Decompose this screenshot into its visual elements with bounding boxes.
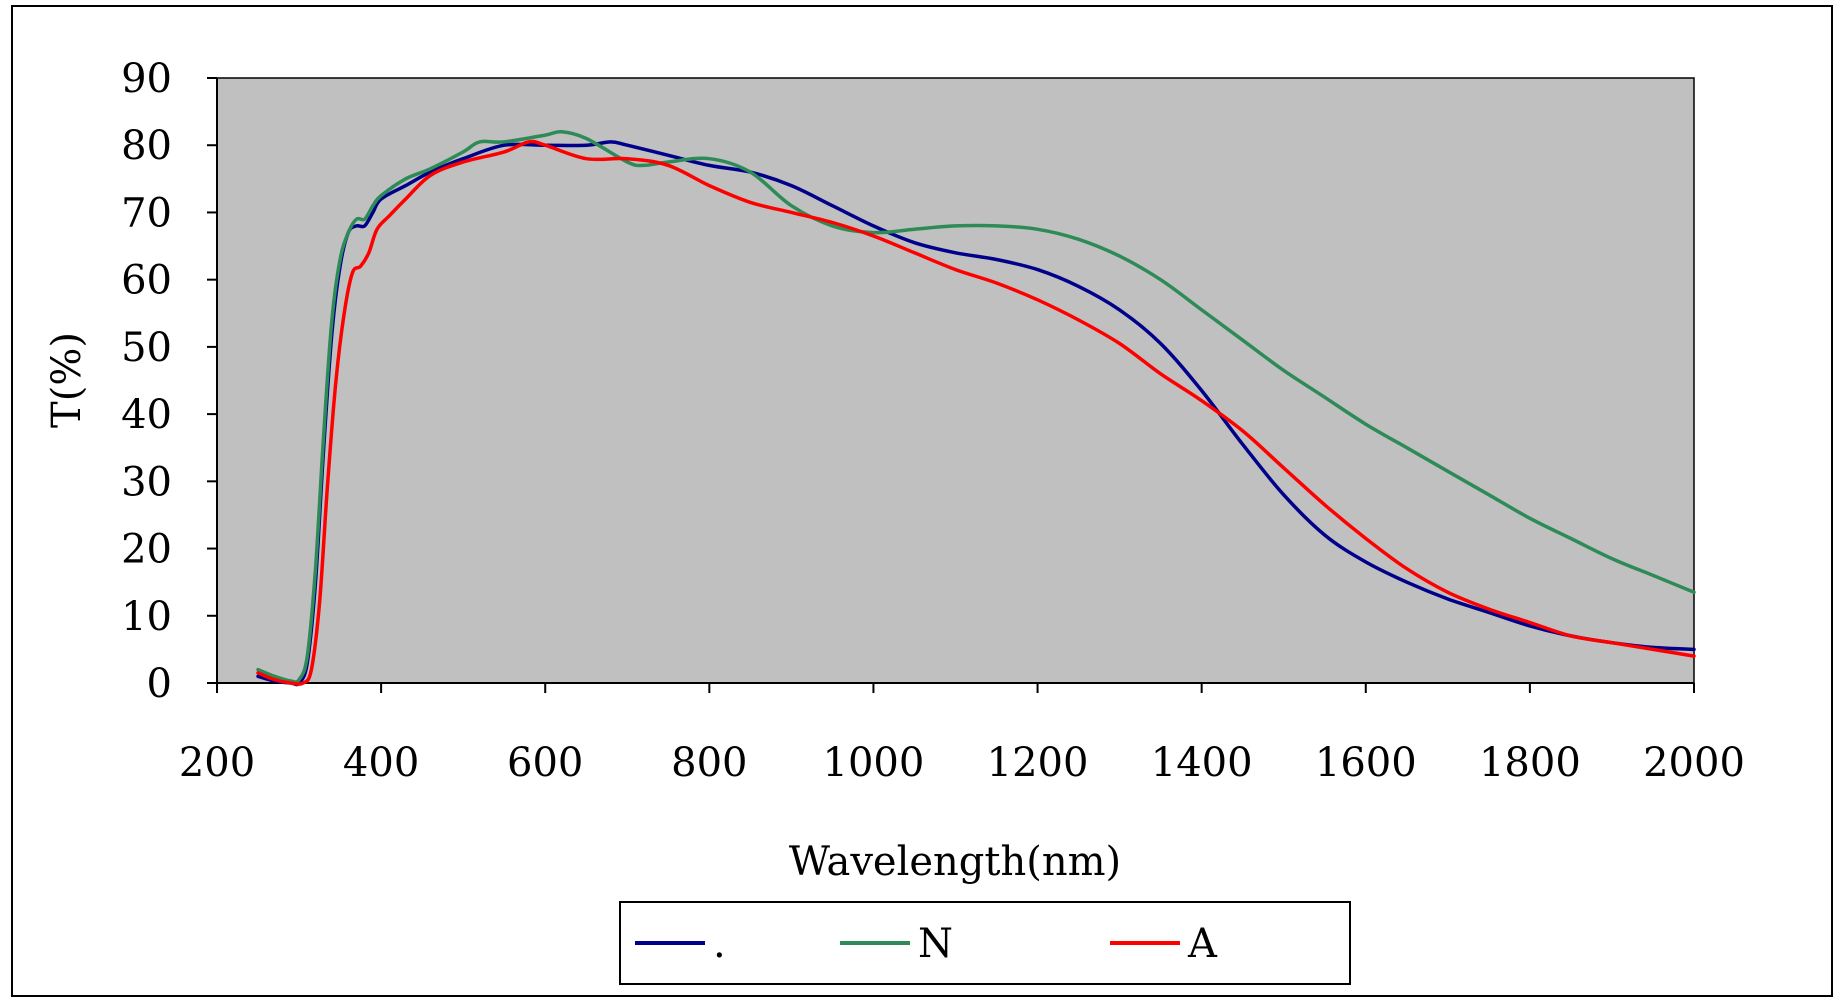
y-tick-label: 60 — [121, 258, 172, 304]
legend-box — [619, 901, 1351, 985]
x-axis-ticks: 200 400 600 800 1000 1200 1400 1600 1800 2000 — [179, 683, 1745, 786]
y-tick-label: 20 — [121, 527, 172, 573]
y-axis-ticks: 0 10 20 30 40 50 60 70 80 90 — [121, 56, 217, 707]
x-tick-label: 1400 — [1151, 740, 1253, 786]
x-tick-label: 1200 — [987, 740, 1089, 786]
x-tick-label: 1800 — [1479, 740, 1581, 786]
x-tick-label: 400 — [343, 740, 419, 786]
legend: . N A — [635, 921, 1218, 967]
y-tick-label: 80 — [121, 123, 172, 169]
y-tick-label: 40 — [121, 392, 172, 438]
plot-area — [216, 77, 1695, 684]
legend-label-1: . — [713, 921, 726, 967]
x-axis-label: Wavelength(nm) — [789, 839, 1121, 885]
y-tick-label: 10 — [121, 594, 172, 640]
y-tick-label: 90 — [121, 56, 172, 102]
x-tick-label: 200 — [179, 740, 255, 786]
x-tick-label: 600 — [507, 740, 583, 786]
legend-label-3: A — [1187, 921, 1218, 967]
series-line-2 — [256, 129, 1696, 684]
x-tick-label: 1000 — [823, 740, 925, 786]
y-tick-label: 0 — [147, 661, 172, 707]
y-tick-label: 30 — [121, 459, 172, 505]
series-line-3 — [256, 139, 1696, 686]
x-tick-label: 800 — [671, 740, 747, 786]
x-tick-label: 1600 — [1315, 740, 1417, 786]
x-tick-label: 2000 — [1643, 740, 1745, 786]
series-layer — [256, 129, 1696, 687]
y-tick-label: 70 — [121, 190, 172, 236]
y-tick-label: 50 — [121, 325, 172, 371]
y-axis-label: T(%) — [44, 332, 90, 428]
legend-label-2: N — [918, 921, 953, 967]
